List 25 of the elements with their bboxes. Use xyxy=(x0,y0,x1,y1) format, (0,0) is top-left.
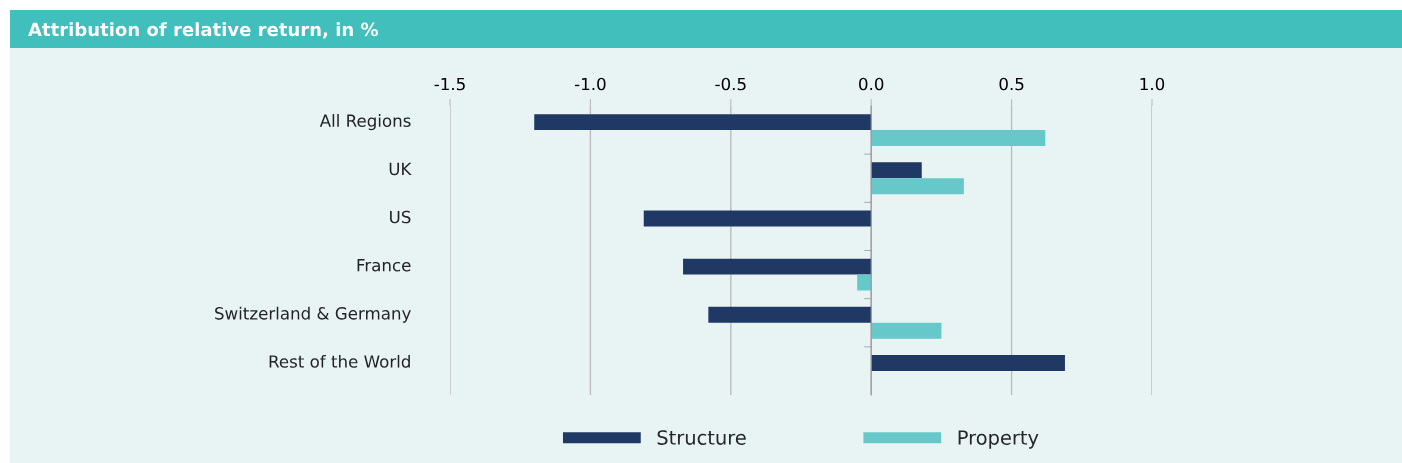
y-tick-label: UK xyxy=(389,162,412,176)
y-tick-label: US xyxy=(390,210,411,224)
bar xyxy=(871,355,1065,371)
bar xyxy=(857,274,872,291)
y-tick-label: Switzerland & Germany xyxy=(215,306,411,323)
bar xyxy=(871,130,1046,146)
x-tick-label: -0.5 xyxy=(715,77,746,91)
bar xyxy=(683,258,872,275)
bar xyxy=(534,114,872,131)
legend-label: Property xyxy=(958,430,1039,449)
x-tick-label: 1.0 xyxy=(1140,77,1165,91)
bar xyxy=(871,178,964,195)
y-tick-label: Rest of the World xyxy=(269,354,410,368)
bar xyxy=(708,306,872,323)
legend-label: Structure xyxy=(657,430,746,445)
x-tick-label: 0.0 xyxy=(859,77,884,91)
x-tick-label: 0.5 xyxy=(999,77,1024,91)
bar xyxy=(643,210,872,227)
y-tick-label: France xyxy=(357,259,411,272)
text: Attribution of relative return, in % xyxy=(28,22,379,39)
x-tick-label: -1.0 xyxy=(574,77,606,91)
bar xyxy=(871,322,942,339)
bar xyxy=(871,162,922,179)
x-tick-label: -1.5 xyxy=(434,77,465,91)
y-tick-label: All Regions xyxy=(319,114,411,131)
